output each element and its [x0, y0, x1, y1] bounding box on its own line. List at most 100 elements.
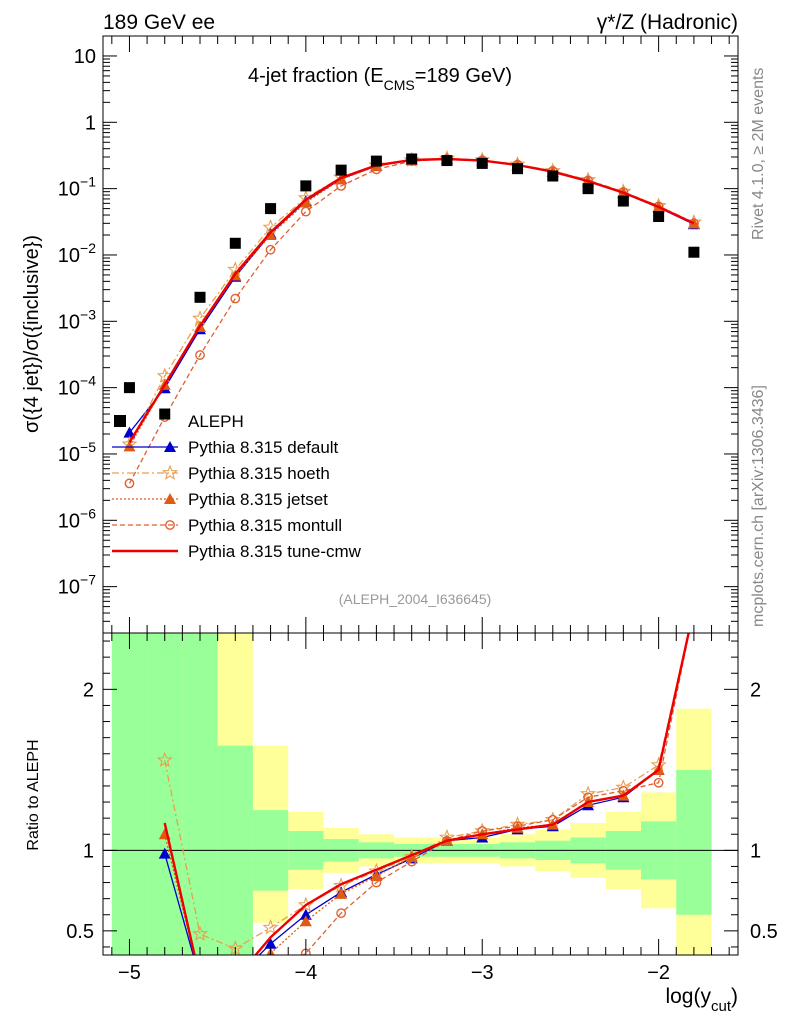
header-left: 189 GeV ee [103, 11, 215, 34]
x-axis-label-sub: cut [711, 998, 732, 1015]
data-point-aleph-3 [229, 237, 241, 249]
y-tick-label-base: 10 [58, 179, 80, 201]
legend-label-aleph: ALEPH [188, 412, 244, 431]
ratio-point-hoeth-1 [191, 925, 209, 941]
ratio-point-montull-5 [336, 908, 347, 919]
legend-marker-montull [165, 520, 175, 530]
header-right: γ*/Z (Hadronic) [597, 11, 738, 34]
legend-marker-jetset [164, 493, 176, 504]
ratio-point-montull-7 [406, 856, 417, 867]
point-montull-6 [336, 180, 347, 191]
ratio-y-tick-label-right-1: 1 [750, 840, 761, 862]
data-point-aleph-13 [582, 183, 594, 195]
ratio-y-tick-label-1: 1 [83, 840, 94, 862]
x-tick-label-1: −4 [294, 962, 317, 984]
data-point-aleph-14 [617, 195, 629, 207]
data-point-aleph-4 [265, 203, 277, 215]
ratio-point-hoeth-0 [156, 751, 173, 768]
y-tick-label-base: 10 [58, 510, 80, 532]
y-tick-label-6: 10−5 [58, 439, 96, 466]
data-point-aleph-16 [688, 246, 700, 258]
plot-title-main: 4-jet fraction (E [248, 65, 384, 87]
point-jetset-5 [299, 196, 312, 208]
ratio-point-montull-6 [371, 877, 382, 888]
x-tick-label-3: −2 [647, 962, 670, 984]
legend-label-default: Pythia 8.315 default [188, 438, 339, 457]
point-montull-2 [195, 350, 205, 360]
main-x-axis [111, 36, 730, 633]
data-point-aleph-7 [370, 155, 382, 167]
point-jetset-0 [123, 440, 136, 452]
y-tick-label-exp: −1 [80, 174, 96, 190]
series-line-jetset [128, 158, 695, 447]
ratio-frame [102, 632, 739, 956]
data-point-aleph-9 [441, 155, 453, 167]
point-montull-0 [124, 478, 135, 489]
y-tick-label-1: 1 [85, 112, 96, 134]
ratio-point-jetset-5 [335, 887, 348, 899]
main-y-label: σ({4 jet})/σ({inclusive}) [21, 235, 43, 433]
data-point-aleph-11 [512, 163, 524, 175]
y-tick-label-exp: −2 [80, 240, 96, 256]
band-inner-0 [111, 633, 148, 955]
ratio-point-montull-14 [653, 777, 664, 788]
y-tick-label-2: 10−1 [58, 174, 96, 201]
ratio-plot-content [103, 633, 738, 955]
ratio-point-hoeth-3 [262, 919, 279, 935]
ratio-y-label: Ratio to ALEPH [25, 739, 42, 850]
y-tick-label-0: 10 [74, 46, 96, 68]
legend-marker-hoeth [161, 464, 179, 480]
ratio-point-jetset-4 [299, 915, 312, 927]
ratio-line-tune_cmw [163, 633, 690, 955]
ratio-point-default-3 [264, 937, 277, 949]
y-tick-label-exp: −7 [80, 572, 96, 588]
y-tick-label-exp: −6 [80, 505, 96, 521]
analysis-watermark: (ALEPH_2004_I636645) [339, 591, 492, 607]
y-tick-label-base: 10 [58, 577, 80, 599]
y-tick-label-base: 10 [58, 245, 80, 267]
series-line-tune_cmw [128, 157, 695, 443]
y-tick-label-4: 10−3 [58, 306, 96, 333]
ratio-point-jetset-6 [370, 870, 383, 882]
band-inner-16 [676, 769, 712, 915]
plot-title-sub: CMS [384, 77, 415, 93]
legend-marker-aleph [114, 415, 126, 427]
y-tick-label-7: 10−6 [58, 505, 96, 532]
band-inner-1 [147, 633, 183, 955]
y-tick-label-exp: −5 [80, 439, 96, 455]
plot-title: 4-jet fraction (ECMS=189 GeV) [248, 65, 512, 93]
legend: ALEPH Pythia 8.315 default Pythia 8.315 ho… [112, 412, 362, 561]
ratio-y-tick-label-2: 2 [83, 679, 94, 701]
point-montull-3 [230, 293, 241, 304]
y-tick-label-exp: −4 [80, 373, 96, 389]
ratio-y-tick-label-0: 0.5 [66, 921, 94, 943]
x-axis-label: log(ycut) [665, 985, 738, 1015]
y-tick-label-8: 10−7 [58, 572, 96, 599]
data-point-aleph-15 [653, 211, 665, 223]
series-line-montull [128, 158, 695, 484]
x-tick-label-2: −3 [471, 962, 494, 984]
data-point-aleph-12 [547, 170, 559, 182]
y-tick-label-3: 10−2 [58, 240, 96, 267]
ratio-point-default-0 [158, 847, 171, 859]
legend-label-jetset: Pythia 8.315 jetset [188, 490, 328, 509]
series-line-default [128, 158, 695, 434]
data-point-aleph-0 [123, 382, 135, 394]
legend-label-montull: Pythia 8.315 montull [188, 516, 342, 535]
data-point-aleph-5 [300, 180, 312, 192]
band-inner-2 [182, 633, 218, 955]
ratio-y-tick-label-right-2: 2 [750, 679, 761, 701]
ratio-panel: 0.5 0.5 1 1 2 2 −5 −4 −3 −2 Ratio to ALEPH log(y… [25, 632, 778, 1015]
point-montull-4 [265, 244, 276, 255]
point-montull-16 [689, 218, 699, 229]
rivet-label: Rivet 4.1.0, ≥ 2M events [750, 68, 767, 240]
data-point-aleph-1 [159, 408, 171, 420]
ratio-point-default-4 [299, 908, 312, 920]
y-tick-label-5: 10−4 [58, 373, 96, 400]
x-axis-label-tail: ) [731, 985, 738, 1008]
y-tick-label-exp: −3 [80, 306, 96, 322]
x-tick-label-0: −5 [118, 962, 141, 984]
y-tick-label-base: 10 [58, 444, 80, 466]
